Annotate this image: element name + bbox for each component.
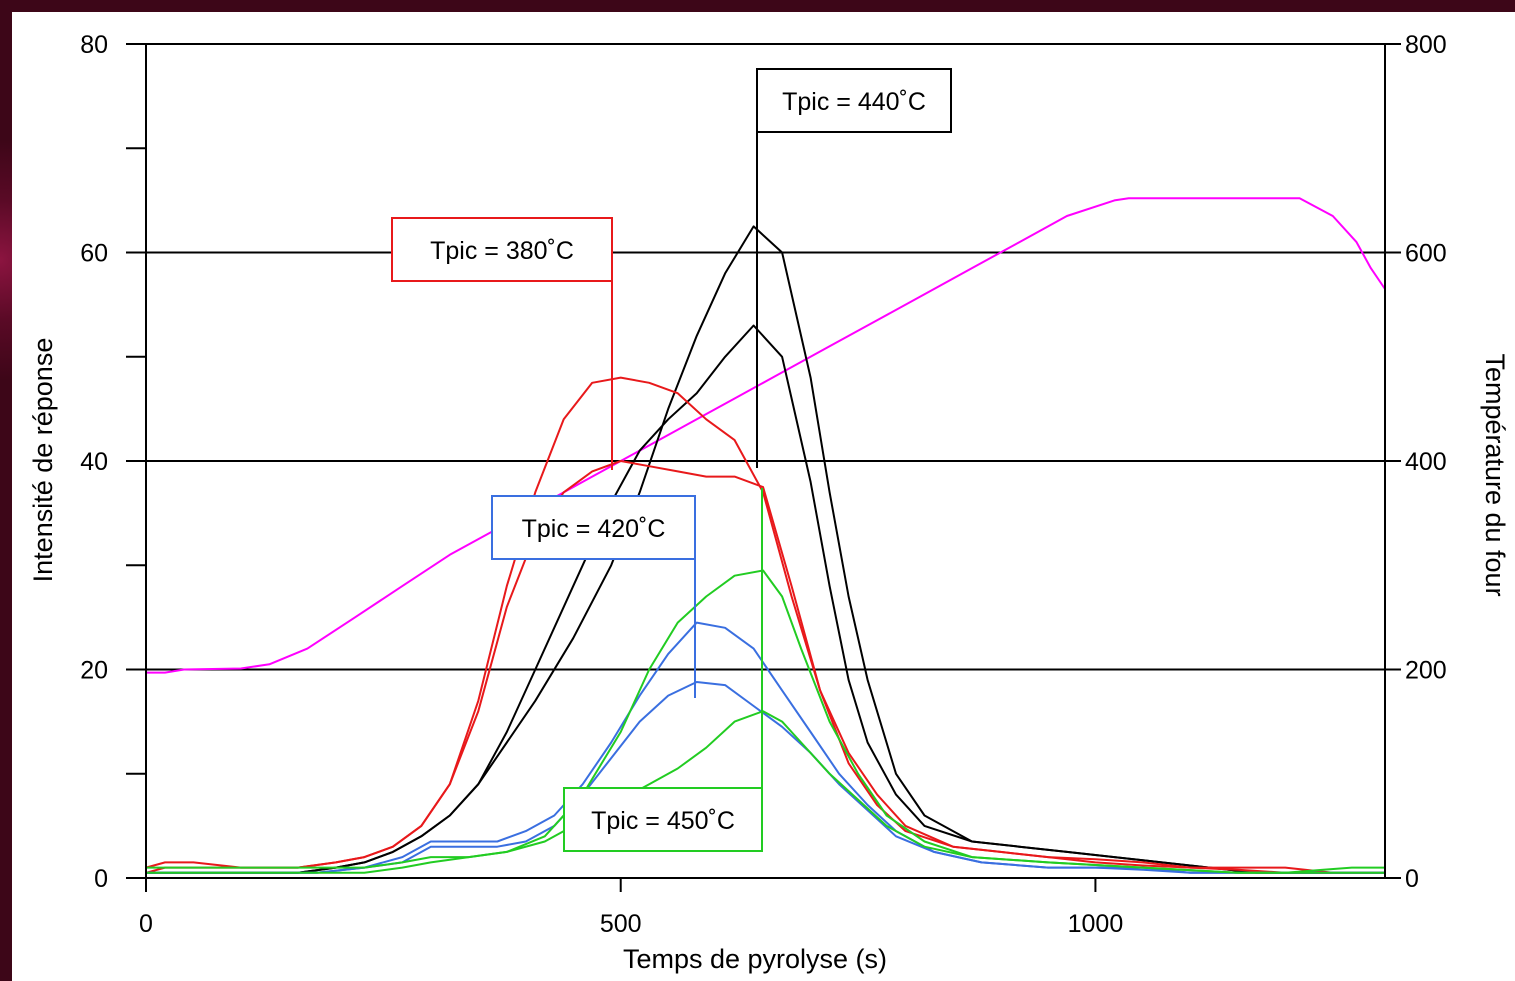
- y-axis-title: Intensité de réponse: [28, 338, 58, 583]
- tpic-label: Tpic = 450˚C: [591, 807, 735, 835]
- annotations: Tpic = 440˚C Tpic = 380˚C Tpic = 420˚C Tpic…: [391, 68, 952, 852]
- y2-tick-label: 0: [1405, 865, 1419, 893]
- response-line-5: [146, 621, 1385, 874]
- response-line-2: [146, 324, 1385, 874]
- series-group: [145, 197, 1386, 874]
- y2-tick-label: 600: [1405, 240, 1447, 268]
- y-tick-label: 20: [80, 657, 108, 685]
- x-tick-label: 500: [600, 910, 642, 938]
- response-line-7: [146, 569, 1385, 874]
- y-tick-label: 80: [80, 31, 108, 59]
- tpic-box: [491, 495, 696, 560]
- tpic-label: Tpic = 440˚C: [782, 88, 926, 116]
- tpic-label: Tpic = 420˚C: [522, 515, 666, 543]
- response-line-8: [146, 710, 1385, 874]
- x-tick-label: 0: [139, 910, 153, 938]
- y-tick-label: 60: [80, 240, 108, 268]
- y2-tick-label: 400: [1405, 448, 1447, 476]
- response-line-3: [145, 376, 1385, 874]
- grid-lines: [126, 251, 1385, 671]
- y2-tick-label: 200: [1405, 657, 1447, 685]
- y-tick-label: 0: [94, 865, 108, 893]
- tpic-box: [563, 787, 763, 852]
- response-line-6: [146, 681, 1385, 874]
- y2-axis-title: Température du four: [1480, 353, 1510, 596]
- oven-temperature-line: [146, 197, 1386, 674]
- response-line-4: [145, 460, 1385, 874]
- tpic-label: Tpic = 380˚C: [430, 237, 574, 265]
- tpic-box: [756, 68, 952, 133]
- x-tick-label: 1000: [1068, 910, 1124, 938]
- response-line-1: [146, 225, 1385, 874]
- y2-tick-label: 800: [1405, 31, 1447, 59]
- tpic-box: [391, 217, 613, 282]
- y-tick-label: 40: [80, 448, 108, 476]
- x-axis-title: Temps de pyrolyse (s): [623, 944, 887, 974]
